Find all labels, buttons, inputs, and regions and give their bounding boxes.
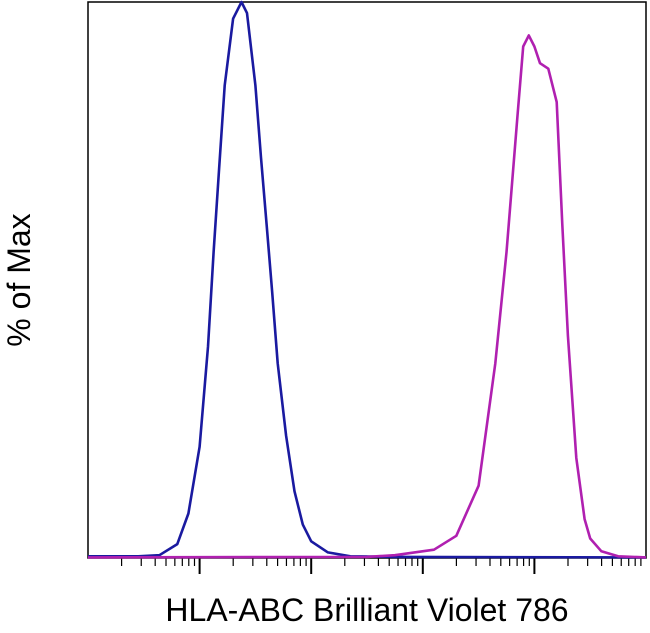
y-axis-label: % of Max [1,213,37,346]
plot-frame [87,1,647,559]
series-line-1 [88,0,647,559]
series-line-2 [87,34,647,559]
x-axis-label: HLA-ABC Brilliant Violet 786 [165,592,568,628]
series-layer [87,0,647,559]
x-axis-ticks [120,558,642,574]
